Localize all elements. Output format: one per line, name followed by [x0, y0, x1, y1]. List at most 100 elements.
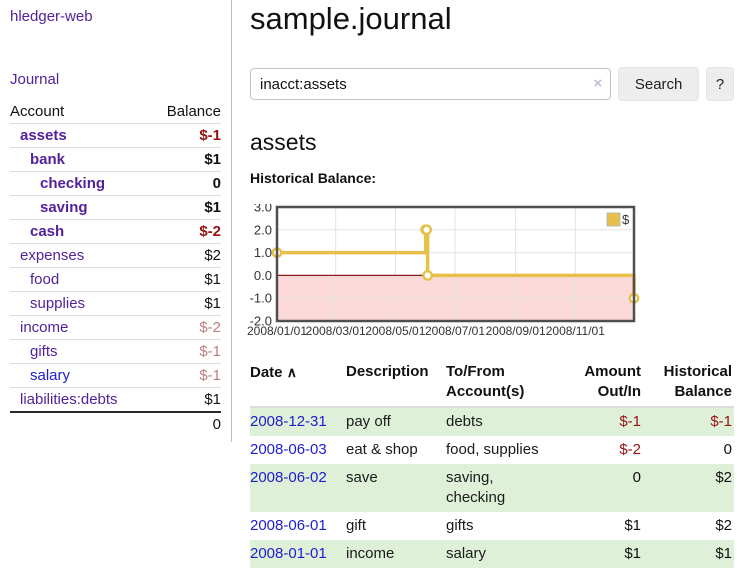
account-row: checking 0 — [10, 171, 221, 196]
account-link[interactable]: food — [30, 271, 60, 288]
account-row: gifts $-1 — [10, 339, 221, 364]
transaction-balance: $1 — [715, 545, 732, 562]
x-tick-label: 2008/01/01 — [247, 324, 307, 338]
y-tick-label: 0.0 — [254, 268, 272, 283]
account-link[interactable]: gifts — [30, 343, 58, 360]
transaction-date-link[interactable]: 2008-12-31 — [250, 413, 327, 430]
y-tick-label: 2.0 — [254, 222, 272, 237]
accounts-total-value: 0 — [150, 411, 221, 436]
account-balance: $1 — [150, 195, 221, 220]
x-tick-label: 2008/09/01 — [486, 324, 546, 338]
account-link[interactable]: assets — [20, 127, 67, 144]
transaction-description: save — [346, 469, 378, 486]
transaction-balance: $2 — [715, 517, 732, 534]
transaction-date-link[interactable]: 2008-06-02 — [250, 469, 327, 486]
register-header-date[interactable]: Date ∧ — [250, 364, 297, 381]
help-button[interactable]: ? — [706, 67, 734, 101]
account-balance: $-2 — [150, 315, 221, 340]
account-row: liabilities:debts $1 — [10, 387, 221, 412]
account-row: saving $1 — [10, 195, 221, 220]
account-link[interactable]: supplies — [30, 295, 86, 312]
legend-swatch — [606, 212, 621, 227]
account-row: food $1 — [10, 267, 221, 292]
x-tick-label: 2008/07/01 — [425, 324, 485, 338]
account-row: expenses $2 — [10, 243, 221, 268]
account-row: cash $-2 — [10, 219, 221, 244]
accounts-header-balance: Balance — [166, 103, 221, 120]
account-heading: assets — [250, 129, 317, 155]
account-balance: 0 — [150, 171, 221, 196]
sidebar: hledger-web Journal Account Balance asse… — [0, 0, 232, 442]
account-link[interactable]: checking — [40, 175, 106, 192]
transaction-description: eat & shop — [346, 441, 418, 458]
accounts-total-row: 0 — [10, 411, 221, 436]
search-input[interactable] — [250, 68, 612, 100]
accounts-table: Account Balance assets $-1 bank $1 check… — [10, 100, 221, 436]
y-tick-label: -2.0 — [250, 314, 272, 329]
transaction-amount: $1 — [624, 545, 641, 562]
register-header-balance: Historical Balance — [663, 363, 732, 400]
account-balance: $1 — [150, 291, 221, 316]
account-link[interactable]: liabilities:debts — [20, 391, 118, 408]
transaction-row: 2008-12-31 pay off debts $-1 $-1 — [250, 407, 734, 436]
transaction-description: gift — [346, 517, 367, 534]
x-tick-label: 2008/05/01 — [365, 324, 425, 338]
transaction-amount: $1 — [624, 517, 641, 534]
transaction-description: pay off — [346, 413, 391, 430]
accounts-header-account: Account — [10, 103, 65, 120]
transaction-row: 2008-06-02 save saving, checking 0 $2 — [250, 464, 734, 512]
register-table: Date ∧ Description To/From Account(s) Am… — [250, 360, 734, 568]
account-balance: $1 — [150, 147, 221, 172]
account-link[interactable]: income — [20, 319, 69, 336]
transaction-amount: 0 — [632, 469, 641, 486]
account-balance: $1 — [150, 267, 221, 292]
transaction-accounts: debts — [446, 413, 483, 430]
transaction-balance: $2 — [715, 469, 732, 486]
account-balance: $-2 — [150, 219, 221, 244]
account-link[interactable]: salary — [30, 367, 71, 384]
clear-search-icon[interactable]: × — [593, 75, 603, 92]
sort-ascending-icon: ∧ — [286, 364, 297, 380]
transaction-date-link[interactable]: 2008-06-01 — [250, 517, 327, 534]
search-input-wrap: × — [250, 68, 612, 100]
account-row: salary $-1 — [10, 363, 221, 388]
legend-label: $ — [622, 212, 630, 227]
y-tick-label: 1.0 — [254, 245, 272, 260]
transaction-balance: 0 — [723, 441, 732, 458]
x-tick-label: 2008/11/01 — [546, 324, 605, 338]
accounts-header-row: Account Balance — [10, 100, 221, 124]
main-content: sample.journal × Search ? assets Histori… — [247, 0, 734, 568]
transaction-amount: $-1 — [619, 413, 641, 430]
transaction-accounts: salary — [446, 545, 487, 562]
y-tick-label: -1.0 — [250, 291, 272, 306]
sidebar-item-journal[interactable]: Journal — [10, 71, 60, 88]
transaction-row: 2008-06-01 gift gifts $1 $2 — [250, 512, 734, 540]
account-balance: $-1 — [150, 123, 221, 148]
account-link[interactable]: bank — [30, 151, 66, 168]
account-link[interactable]: cash — [30, 223, 65, 240]
account-balance: $2 — [150, 243, 221, 268]
plot-border — [275, 205, 636, 323]
transaction-row: 2008-06-03 eat & shop food, supplies $-2… — [250, 436, 734, 464]
register-body: 2008-12-31 pay off debts $-1 $-1 2008-06… — [250, 407, 734, 568]
account-row: bank $1 — [10, 147, 221, 172]
account-link[interactable]: expenses — [20, 247, 85, 264]
transaction-date-link[interactable]: 2008-06-03 — [250, 441, 327, 458]
register-header-description: Description — [346, 363, 429, 380]
transaction-amount: $-2 — [619, 441, 641, 458]
account-balance: $1 — [150, 387, 221, 412]
transaction-row: 2008-01-01 income salary $1 $1 — [250, 540, 734, 568]
app-title-link[interactable]: hledger-web — [10, 8, 93, 25]
register-header-amount: Amount Out/In — [584, 363, 641, 400]
transaction-date-link[interactable]: 2008-01-01 — [250, 545, 327, 562]
transaction-balance: $-1 — [710, 413, 732, 430]
search-bar: × Search ? — [250, 67, 734, 101]
search-button[interactable]: Search — [618, 67, 700, 101]
chart-label: Historical Balance: — [250, 170, 377, 186]
data-point-marker — [422, 270, 434, 281]
account-link[interactable]: saving — [40, 199, 88, 216]
x-tick-label: 2008/03/01 — [306, 324, 366, 338]
transaction-description: income — [346, 545, 395, 562]
register-header-accounts: To/From Account(s) — [446, 363, 525, 400]
account-row: income $-2 — [10, 315, 221, 340]
